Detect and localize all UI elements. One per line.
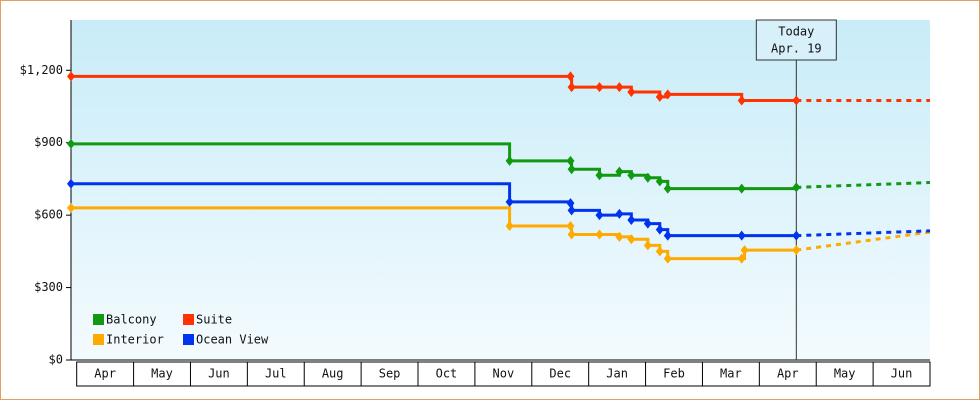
point-marker [505, 155, 514, 166]
y-tick-label: $900 [34, 135, 63, 149]
today-date: Apr. 19 [771, 42, 822, 56]
forecast-line [796, 230, 931, 252]
point-marker [643, 218, 652, 229]
point-marker [655, 246, 664, 257]
legend-swatch [183, 334, 194, 345]
point-marker [67, 178, 75, 189]
x-band-box [76, 361, 931, 387]
point-marker [615, 166, 624, 177]
x-tick-label: May [834, 367, 856, 381]
point-marker [67, 138, 75, 149]
point-marker [663, 183, 672, 194]
point-marker [67, 202, 75, 213]
y-tick-label: $300 [34, 280, 63, 294]
point-marker [566, 221, 575, 232]
point-marker [792, 182, 801, 193]
point-marker [67, 71, 75, 82]
point-marker [792, 230, 801, 241]
point-marker [615, 208, 624, 219]
point-marker [505, 221, 514, 232]
legend-label: Ocean View [196, 333, 269, 347]
y-tick-label: $0 [49, 353, 63, 367]
forecast-line [796, 229, 931, 238]
today-label: Today [778, 25, 814, 39]
legend-label: Interior [106, 333, 164, 347]
point-marker [566, 155, 575, 166]
point-marker [615, 231, 624, 242]
point-marker [655, 176, 664, 187]
x-tick-label: Nov [493, 367, 515, 381]
x-tick-label: Sep [379, 367, 401, 381]
point-marker [792, 245, 801, 256]
point-marker [737, 230, 746, 241]
point-marker [595, 210, 604, 221]
point-marker [567, 82, 576, 93]
point-marker [627, 234, 636, 245]
point-marker [627, 87, 636, 98]
point-marker [737, 253, 746, 264]
point-marker [567, 164, 576, 175]
legend-swatch [93, 314, 104, 325]
x-tick-label: Feb [663, 367, 685, 381]
today-box [755, 19, 837, 61]
plot-background [71, 20, 930, 360]
point-marker [792, 95, 801, 106]
legend-label: Suite [196, 313, 232, 327]
point-marker [663, 230, 672, 241]
point-marker [737, 95, 746, 106]
x-tick-label: Jul [265, 367, 287, 381]
legend-swatch [93, 334, 104, 345]
forecast-line [796, 181, 931, 189]
point-marker [615, 82, 624, 93]
point-marker [627, 214, 636, 225]
point-marker [595, 170, 604, 181]
point-marker [740, 245, 749, 256]
point-marker [505, 196, 514, 207]
point-marker [567, 205, 576, 216]
point-marker [655, 224, 664, 235]
x-tick-label: Jan [606, 367, 628, 381]
x-tick-label: May [151, 367, 173, 381]
x-tick-label: Aug [322, 367, 344, 381]
point-marker [566, 71, 575, 82]
point-marker [643, 240, 652, 251]
point-marker [655, 91, 664, 102]
point-marker [595, 82, 604, 93]
point-marker [595, 229, 604, 240]
x-tick-label: Apr [94, 367, 116, 381]
y-tick-label: $1,200 [20, 63, 63, 77]
point-marker [663, 89, 672, 100]
point-marker [567, 229, 576, 240]
x-tick-label: Dec [549, 367, 571, 381]
point-marker [643, 172, 652, 183]
point-marker [663, 253, 672, 264]
x-tick-label: Jun [891, 367, 913, 381]
point-marker [627, 170, 636, 181]
x-tick-label: Jun [208, 367, 230, 381]
point-marker [737, 183, 746, 194]
legend-label: Balcony [106, 313, 157, 327]
x-tick-label: Apr [777, 367, 799, 381]
x-tick-label: Oct [436, 367, 458, 381]
y-tick-label: $600 [34, 208, 63, 222]
x-tick-label: Mar [720, 367, 742, 381]
point-marker [566, 198, 575, 209]
legend-swatch [183, 314, 194, 325]
